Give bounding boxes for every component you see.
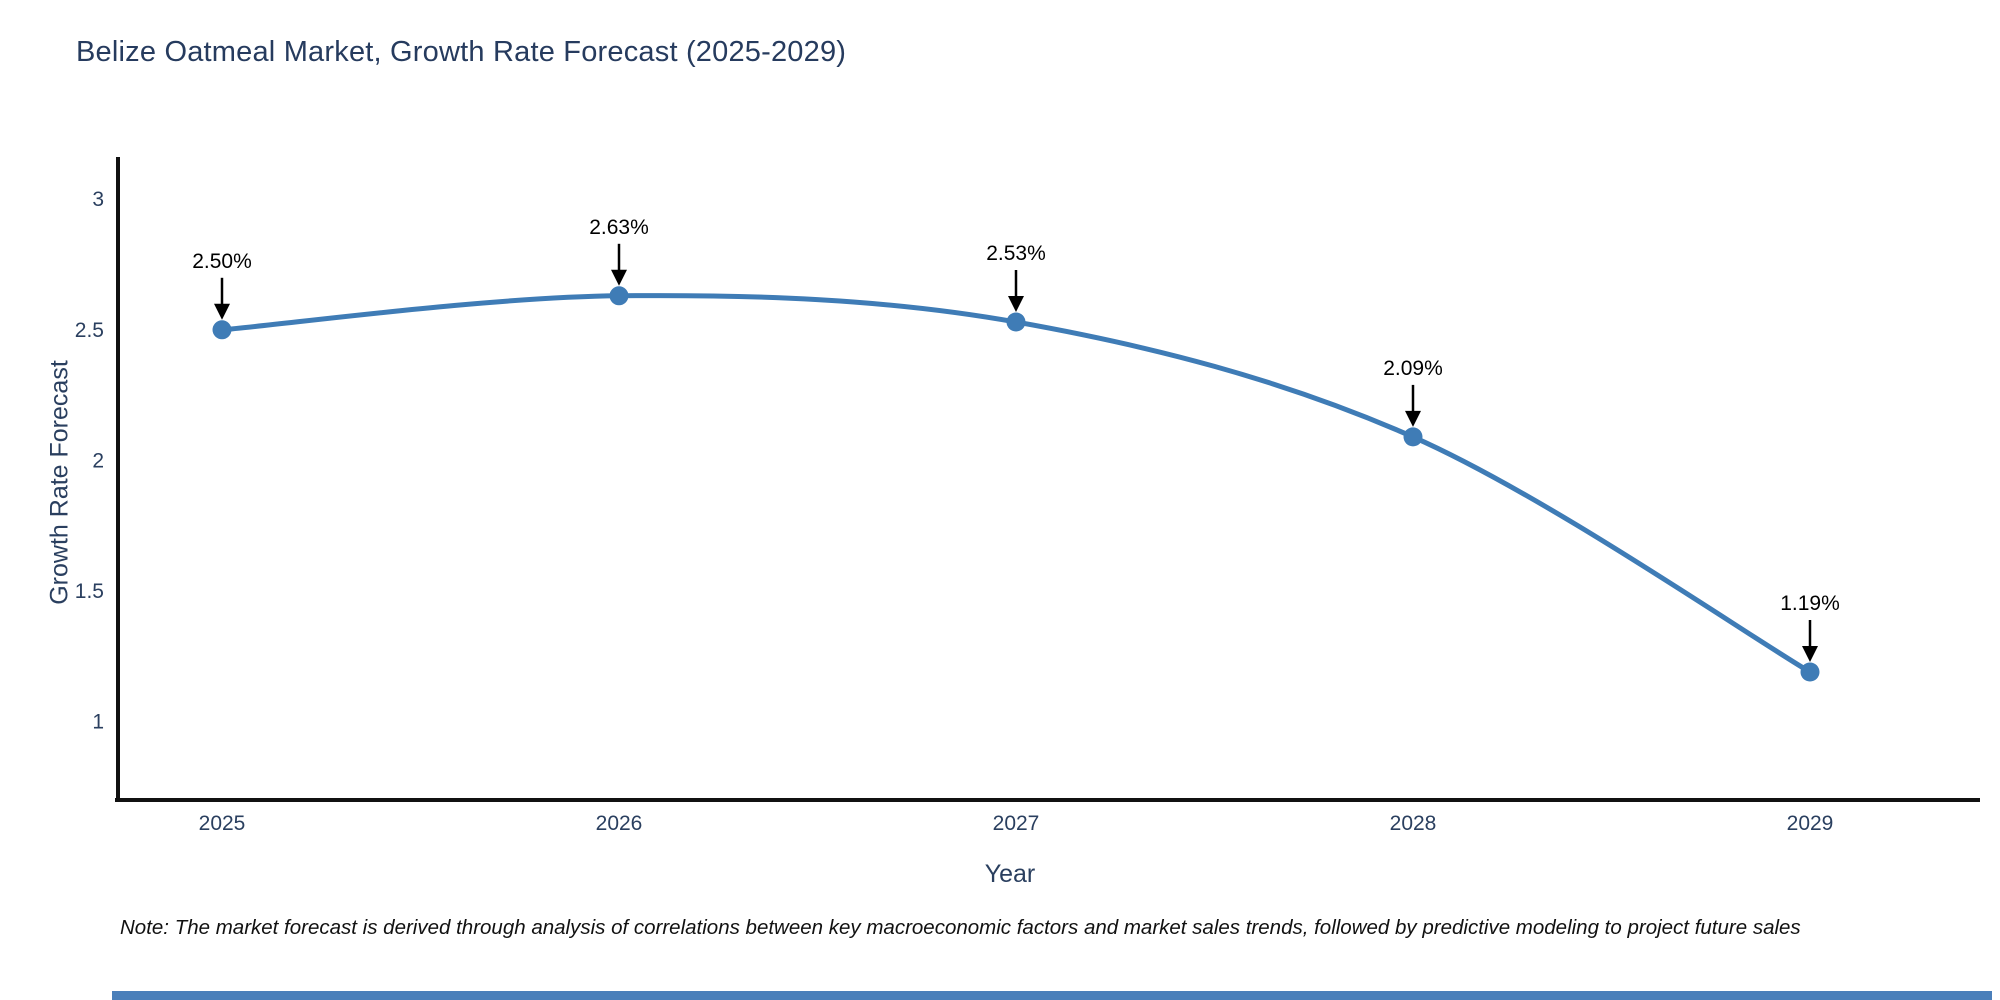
data-point-marker	[609, 286, 629, 306]
chart-title: Belize Oatmeal Market, Growth Rate Forec…	[76, 36, 847, 68]
annotation-arrowhead	[1008, 296, 1024, 312]
y-tick-label: 3	[92, 188, 104, 211]
x-tick-label: 2027	[993, 812, 1040, 835]
annotation-arrowhead	[214, 303, 230, 320]
y-tick-label: 1.5	[75, 580, 104, 603]
y-tick-label: 2	[92, 449, 104, 472]
annotation-label: 2.63%	[589, 216, 649, 239]
data-point-marker	[212, 320, 232, 340]
x-tick-label: 2028	[1390, 812, 1437, 835]
x-tick-label: 2029	[1787, 812, 1834, 835]
data-point-marker	[1800, 662, 1820, 682]
annotation-arrowhead	[611, 269, 627, 286]
annotation-arrowhead	[1405, 410, 1421, 427]
annotation-label: 1.19%	[1780, 592, 1840, 615]
data-point-marker	[1006, 312, 1026, 332]
annotation-arrowhead	[1802, 646, 1818, 662]
y-axis-title: Growth Rate Forecast	[45, 360, 74, 605]
annotation-label: 2.53%	[986, 242, 1046, 265]
y-tick-label: 2.5	[75, 319, 104, 342]
y-tick-label: 1	[92, 711, 104, 734]
x-tick-label: 2026	[596, 812, 643, 835]
annotation-label: 2.50%	[192, 250, 252, 273]
annotation-label: 2.09%	[1383, 357, 1443, 380]
line-series	[219, 293, 1813, 675]
footnote: Note: The market forecast is derived thr…	[120, 916, 1801, 939]
x-tick-label: 2025	[199, 812, 246, 835]
data-point-marker	[1403, 427, 1423, 447]
footer-bar-clipped	[112, 991, 1992, 1000]
x-axis-title: Year	[984, 860, 1036, 888]
